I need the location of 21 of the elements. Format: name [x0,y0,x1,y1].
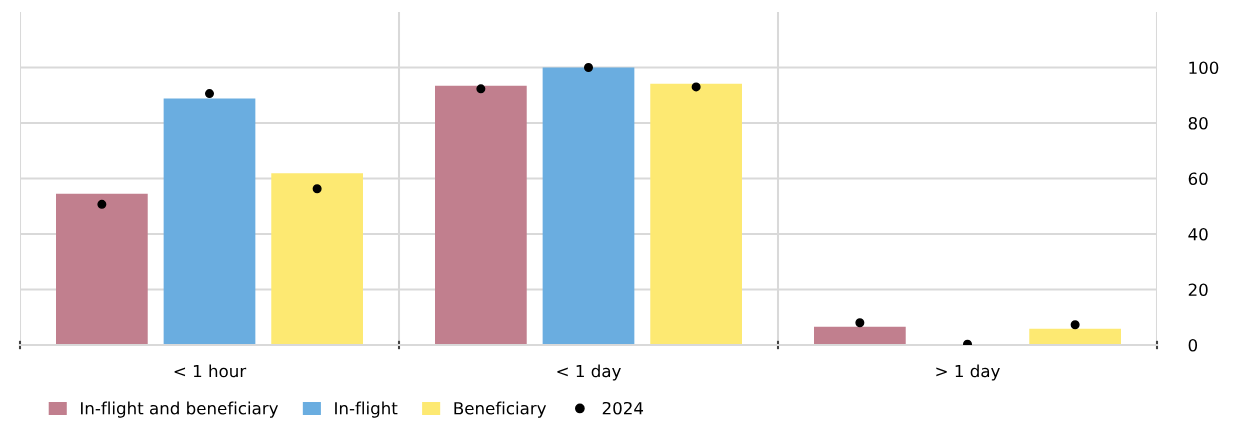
y-tick-label: 20 [1188,283,1208,297]
x-tick-label: < 1 hour [174,364,247,378]
y-tick-label: 80 [1188,116,1208,130]
x-tick-label: > 1 day [936,364,1000,381]
bar [542,67,635,345]
bar [56,193,148,345]
y-tick-label: 100 [1189,61,1219,75]
legend-label: In-flight [335,401,398,418]
bar [1029,328,1121,345]
legend-label: 2024 [602,401,644,415]
legend-label: In-flight and beneficiary [81,401,279,418]
bar [650,83,742,345]
y-tick-label: 40 [1188,227,1208,241]
y-tick-label: 0 [1188,338,1198,352]
legend-label: Beneficiary [454,401,547,418]
bar [435,85,527,345]
x-tick-label: < 1 day [557,364,621,381]
bar [163,98,256,345]
y-tick-label: 60 [1188,172,1208,186]
bar [271,173,363,345]
bar [814,326,906,345]
